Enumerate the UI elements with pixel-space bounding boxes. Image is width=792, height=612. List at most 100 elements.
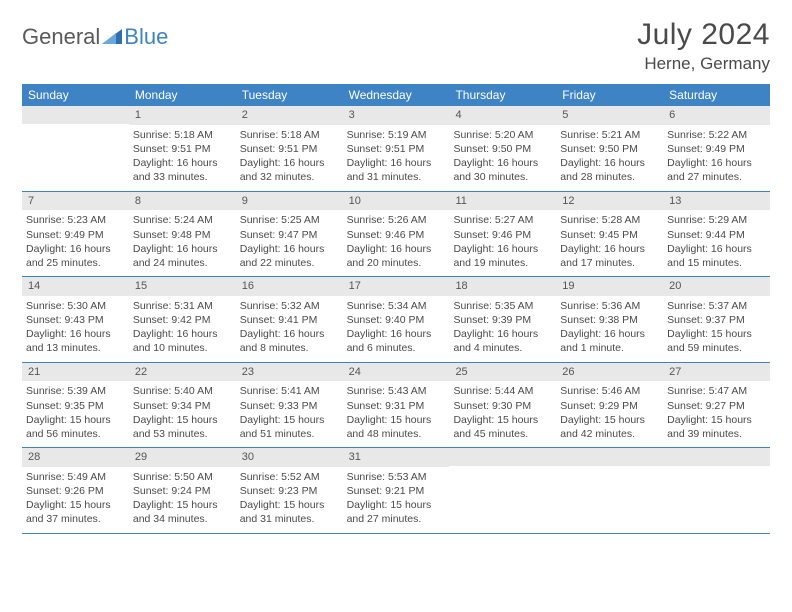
day-info: Sunrise: 5:23 AMSunset: 9:49 PMDaylight:… xyxy=(26,213,125,270)
sunset-text: Sunset: 9:47 PM xyxy=(240,228,339,242)
day-cell: 15 Sunrise: 5:31 AMSunset: 9:42 PMDayligh… xyxy=(129,277,236,362)
day-number: 28 xyxy=(22,448,129,467)
day-number: 22 xyxy=(129,363,236,382)
daylight-text: Daylight: 16 hours and 10 minutes. xyxy=(133,327,232,355)
daylight-text: Daylight: 16 hours and 20 minutes. xyxy=(347,242,446,270)
sunrise-text: Sunrise: 5:46 AM xyxy=(560,384,659,398)
dow-monday: Monday xyxy=(129,84,236,106)
sunset-text: Sunset: 9:46 PM xyxy=(453,228,552,242)
day-info: Sunrise: 5:52 AMSunset: 9:23 PMDaylight:… xyxy=(240,470,339,527)
day-number xyxy=(449,448,556,466)
day-number: 15 xyxy=(129,277,236,296)
calendar: SundayMondayTuesdayWednesdayThursdayFrid… xyxy=(22,84,770,534)
daylight-text: Daylight: 16 hours and 32 minutes. xyxy=(240,156,339,184)
day-info: Sunrise: 5:40 AMSunset: 9:34 PMDaylight:… xyxy=(133,384,232,441)
sunrise-text: Sunrise: 5:39 AM xyxy=(26,384,125,398)
sunset-text: Sunset: 9:49 PM xyxy=(667,142,766,156)
daylight-text: Daylight: 16 hours and 13 minutes. xyxy=(26,327,125,355)
sunset-text: Sunset: 9:49 PM xyxy=(26,228,125,242)
week-row: 1Sunrise: 5:18 AMSunset: 9:51 PMDaylight… xyxy=(22,106,770,192)
day-cell: 27 Sunrise: 5:47 AMSunset: 9:27 PMDayligh… xyxy=(663,363,770,448)
day-info: Sunrise: 5:35 AMSunset: 9:39 PMDaylight:… xyxy=(453,299,552,356)
day-number: 21 xyxy=(22,363,129,382)
sunset-text: Sunset: 9:43 PM xyxy=(26,313,125,327)
day-number: 24 xyxy=(343,363,450,382)
day-cell: 8Sunrise: 5:24 AMSunset: 9:48 PMDaylight… xyxy=(129,192,236,277)
dow-thursday: Thursday xyxy=(449,84,556,106)
day-info: Sunrise: 5:30 AMSunset: 9:43 PMDaylight:… xyxy=(26,299,125,356)
sunset-text: Sunset: 9:50 PM xyxy=(453,142,552,156)
sunset-text: Sunset: 9:24 PM xyxy=(133,484,232,498)
day-info: Sunrise: 5:26 AMSunset: 9:46 PMDaylight:… xyxy=(347,213,446,270)
sunrise-text: Sunrise: 5:25 AM xyxy=(240,213,339,227)
daylight-text: Daylight: 16 hours and 6 minutes. xyxy=(347,327,446,355)
day-number: 23 xyxy=(236,363,343,382)
daylight-text: Daylight: 15 hours and 53 minutes. xyxy=(133,413,232,441)
daylight-text: Daylight: 16 hours and 30 minutes. xyxy=(453,156,552,184)
daylight-text: Daylight: 16 hours and 28 minutes. xyxy=(560,156,659,184)
day-info: Sunrise: 5:24 AMSunset: 9:48 PMDaylight:… xyxy=(133,213,232,270)
week-row: 21Sunrise: 5:39 AMSunset: 9:35 PMDayligh… xyxy=(22,363,770,449)
day-info: Sunrise: 5:47 AMSunset: 9:27 PMDaylight:… xyxy=(667,384,766,441)
day-cell xyxy=(449,448,556,533)
day-cell: 21Sunrise: 5:39 AMSunset: 9:35 PMDayligh… xyxy=(22,363,129,448)
daylight-text: Daylight: 16 hours and 24 minutes. xyxy=(133,242,232,270)
sunset-text: Sunset: 9:45 PM xyxy=(560,228,659,242)
sunrise-text: Sunrise: 5:23 AM xyxy=(26,213,125,227)
daylight-text: Daylight: 16 hours and 25 minutes. xyxy=(26,242,125,270)
day-cell: 31Sunrise: 5:53 AMSunset: 9:21 PMDayligh… xyxy=(343,448,450,533)
sunrise-text: Sunrise: 5:18 AM xyxy=(240,128,339,142)
daylight-text: Daylight: 15 hours and 37 minutes. xyxy=(26,498,125,526)
day-info: Sunrise: 5:34 AMSunset: 9:40 PMDaylight:… xyxy=(347,299,446,356)
day-info: Sunrise: 5:49 AMSunset: 9:26 PMDaylight:… xyxy=(26,470,125,527)
sunset-text: Sunset: 9:31 PM xyxy=(347,399,446,413)
sunrise-text: Sunrise: 5:43 AM xyxy=(347,384,446,398)
sunrise-text: Sunrise: 5:29 AM xyxy=(667,213,766,227)
sunrise-text: Sunrise: 5:32 AM xyxy=(240,299,339,313)
day-info: Sunrise: 5:21 AMSunset: 9:50 PMDaylight:… xyxy=(560,128,659,185)
day-info: Sunrise: 5:50 AMSunset: 9:24 PMDaylight:… xyxy=(133,470,232,527)
sunset-text: Sunset: 9:39 PM xyxy=(453,313,552,327)
day-number xyxy=(663,448,770,466)
day-cell: 20 Sunrise: 5:37 AMSunset: 9:37 PMDayligh… xyxy=(663,277,770,362)
day-info: Sunrise: 5:37 AMSunset: 9:37 PMDaylight:… xyxy=(667,299,766,356)
day-number: 26 xyxy=(556,363,663,382)
day-number: 27 xyxy=(663,363,770,382)
day-cell: 2Sunrise: 5:18 AMSunset: 9:51 PMDaylight… xyxy=(236,106,343,191)
sunrise-text: Sunrise: 5:36 AM xyxy=(560,299,659,313)
sunrise-text: Sunrise: 5:37 AM xyxy=(667,299,766,313)
logo-text-gray: General xyxy=(22,24,100,50)
sunset-text: Sunset: 9:38 PM xyxy=(560,313,659,327)
day-number: 18 xyxy=(449,277,556,296)
day-info: Sunrise: 5:18 AMSunset: 9:51 PMDaylight:… xyxy=(133,128,232,185)
sunset-text: Sunset: 9:37 PM xyxy=(667,313,766,327)
day-number: 17 xyxy=(343,277,450,296)
daylight-text: Daylight: 16 hours and 22 minutes. xyxy=(240,242,339,270)
location: Herne, Germany xyxy=(637,54,770,74)
daylight-text: Daylight: 15 hours and 39 minutes. xyxy=(667,413,766,441)
day-cell: 5Sunrise: 5:21 AMSunset: 9:50 PMDaylight… xyxy=(556,106,663,191)
daylight-text: Daylight: 15 hours and 56 minutes. xyxy=(26,413,125,441)
sunset-text: Sunset: 9:51 PM xyxy=(240,142,339,156)
daylight-text: Daylight: 16 hours and 17 minutes. xyxy=(560,242,659,270)
sunset-text: Sunset: 9:33 PM xyxy=(240,399,339,413)
sunrise-text: Sunrise: 5:27 AM xyxy=(453,213,552,227)
day-cell: 17 Sunrise: 5:34 AMSunset: 9:40 PMDayligh… xyxy=(343,277,450,362)
day-cell: 7Sunrise: 5:23 AMSunset: 9:49 PMDaylight… xyxy=(22,192,129,277)
day-info: Sunrise: 5:31 AMSunset: 9:42 PMDaylight:… xyxy=(133,299,232,356)
day-cell: 22 Sunrise: 5:40 AMSunset: 9:34 PMDayligh… xyxy=(129,363,236,448)
daylight-text: Daylight: 16 hours and 33 minutes. xyxy=(133,156,232,184)
sunrise-text: Sunrise: 5:47 AM xyxy=(667,384,766,398)
daylight-text: Daylight: 16 hours and 27 minutes. xyxy=(667,156,766,184)
day-number: 3 xyxy=(343,106,450,125)
day-info: Sunrise: 5:28 AMSunset: 9:45 PMDaylight:… xyxy=(560,213,659,270)
day-number: 13 xyxy=(663,192,770,211)
day-cell xyxy=(663,448,770,533)
sunset-text: Sunset: 9:51 PM xyxy=(133,142,232,156)
day-number: 19 xyxy=(556,277,663,296)
dow-wednesday: Wednesday xyxy=(343,84,450,106)
day-number: 20 xyxy=(663,277,770,296)
day-cell: 28 Sunrise: 5:49 AMSunset: 9:26 PMDayligh… xyxy=(22,448,129,533)
day-cell xyxy=(556,448,663,533)
daylight-text: Daylight: 15 hours and 34 minutes. xyxy=(133,498,232,526)
